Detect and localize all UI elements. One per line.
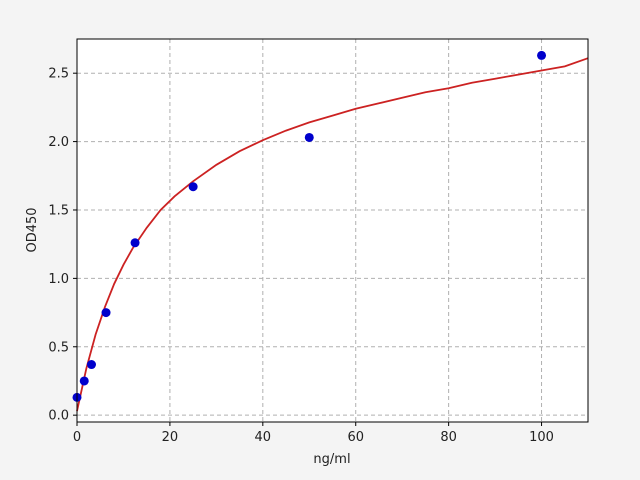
y-tick-label: 0.0 xyxy=(48,409,69,424)
data-point xyxy=(130,238,140,248)
y-tick-label: 0.5 xyxy=(48,340,69,355)
data-point xyxy=(101,308,111,318)
fit-curve xyxy=(76,57,589,412)
x-tick-label: 0 xyxy=(73,430,81,445)
y-tick-label: 2.0 xyxy=(48,135,69,150)
x-axis-ticks: 0 20 40 60 80 100 xyxy=(73,422,554,445)
plot-area xyxy=(77,39,588,422)
x-tick-label: 20 xyxy=(162,430,179,445)
y-tick-label: 2.5 xyxy=(48,67,69,82)
data-point xyxy=(537,50,547,60)
x-tick-label: 80 xyxy=(440,430,457,445)
y-axis-label: OD450 xyxy=(25,207,40,252)
data-points-layer xyxy=(72,50,547,402)
y-tick-label: 1.0 xyxy=(48,272,69,287)
x-tick-label: 100 xyxy=(529,430,554,445)
y-axis-ticks: 0.0 0.5 1.0 1.5 2.0 2.5 xyxy=(48,67,77,424)
x-tick-label: 60 xyxy=(347,430,364,445)
y-tick-label: 1.5 xyxy=(48,203,69,218)
fit-curve-layer xyxy=(76,57,589,412)
data-point xyxy=(304,132,314,142)
data-point xyxy=(188,182,198,192)
data-point xyxy=(86,360,96,370)
x-tick-label: 40 xyxy=(255,430,272,445)
data-point xyxy=(79,376,89,386)
x-axis-label: ng/ml xyxy=(313,452,350,467)
plot-frame xyxy=(76,38,589,423)
